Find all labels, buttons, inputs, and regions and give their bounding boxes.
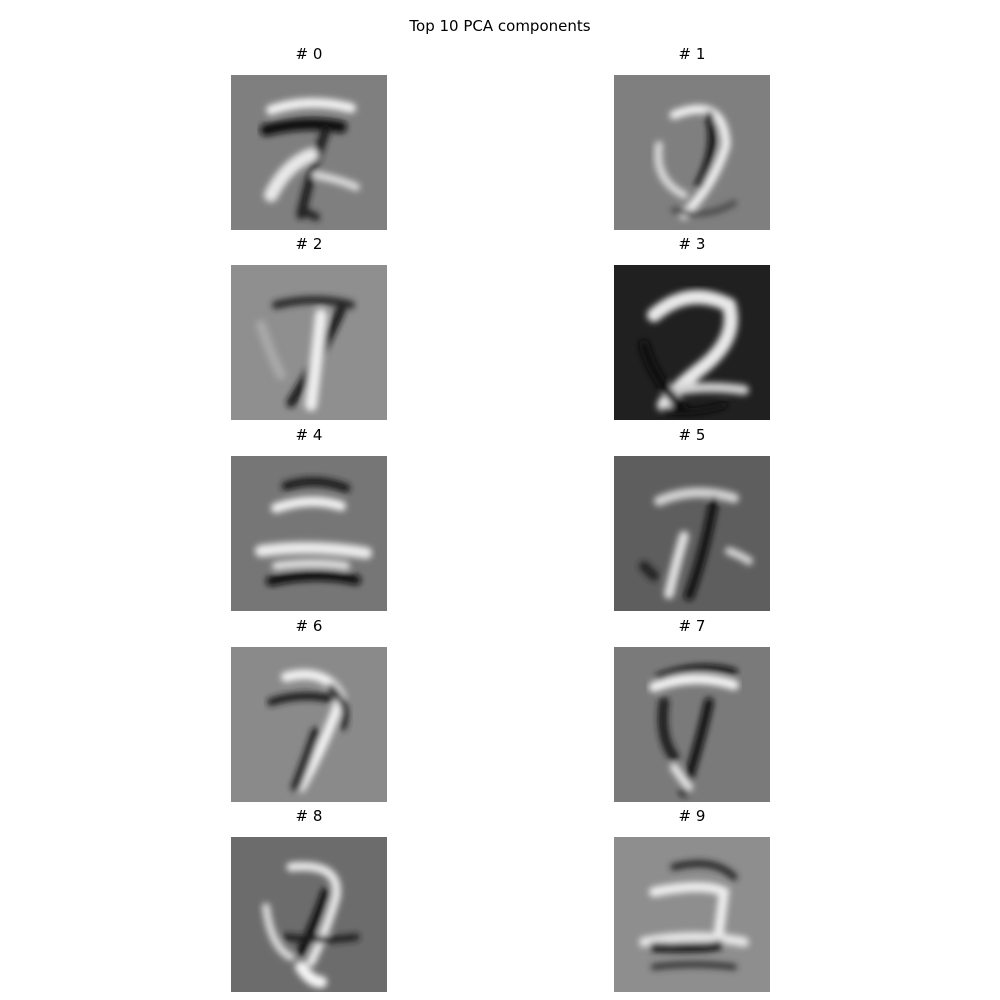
pca-component-panel: # 2 [231,234,387,420]
pca-component-panel: # 0 [231,44,387,230]
pca-component-image [614,265,770,420]
pca-component-label: # 1 [678,45,706,63]
pca-component-image [231,647,387,802]
pca-component-label: # 2 [295,235,323,253]
figure-title: Top 10 PCA components [409,17,591,35]
pca-component-label: # 5 [678,426,706,444]
pca-component-label: # 4 [295,426,323,444]
pca-component-label: # 9 [678,807,706,825]
pca-component-label: # 3 [678,235,706,253]
pca-component-panel: # 7 [614,616,770,802]
pca-component-panel: # 8 [231,806,387,992]
pca-component-image [231,75,387,230]
pca-component-label: # 7 [678,617,706,635]
pca-component-image [231,265,387,420]
pca-component-panel: # 4 [231,425,387,611]
pca-component-image [231,456,387,611]
pca-component-image [614,647,770,802]
pca-component-image [614,456,770,611]
pca-component-image [231,837,387,992]
pca-component-panel: # 5 [614,425,770,611]
pca-component-image [614,837,770,992]
pca-component-label: # 8 [295,807,323,825]
pca-component-panel: # 1 [614,44,770,230]
pca-component-label: # 6 [295,617,323,635]
pca-component-label: # 0 [295,45,323,63]
pca-component-panel: # 3 [614,234,770,420]
pca-component-panel: # 6 [231,616,387,802]
pca-component-panel: # 9 [614,806,770,992]
pca-component-image [614,75,770,230]
